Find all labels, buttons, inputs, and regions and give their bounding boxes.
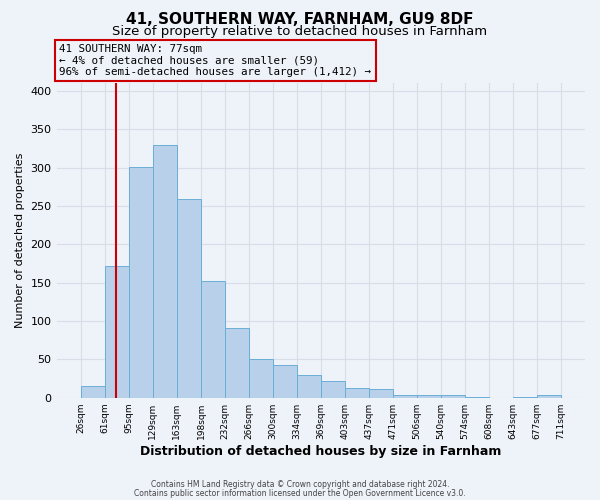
Bar bbox=[249, 360, 273, 398]
Bar bbox=[513, 397, 537, 398]
Bar bbox=[321, 381, 345, 398]
Bar bbox=[345, 388, 369, 398]
Bar bbox=[201, 281, 225, 398]
Bar bbox=[176, 199, 201, 398]
Bar bbox=[417, 394, 441, 398]
Bar bbox=[105, 266, 129, 398]
Bar bbox=[465, 397, 489, 398]
Text: 41 SOUTHERN WAY: 77sqm
← 4% of detached houses are smaller (59)
96% of semi-deta: 41 SOUTHERN WAY: 77sqm ← 4% of detached … bbox=[59, 44, 371, 77]
Bar bbox=[273, 364, 296, 398]
Text: 41, SOUTHERN WAY, FARNHAM, GU9 8DF: 41, SOUTHERN WAY, FARNHAM, GU9 8DF bbox=[126, 12, 474, 28]
Text: Contains public sector information licensed under the Open Government Licence v3: Contains public sector information licen… bbox=[134, 489, 466, 498]
Bar bbox=[153, 146, 176, 398]
X-axis label: Distribution of detached houses by size in Farnham: Distribution of detached houses by size … bbox=[140, 444, 502, 458]
Bar bbox=[537, 396, 561, 398]
Text: Contains HM Land Registry data © Crown copyright and database right 2024.: Contains HM Land Registry data © Crown c… bbox=[151, 480, 449, 489]
Bar bbox=[441, 394, 465, 398]
Bar bbox=[369, 390, 392, 398]
Y-axis label: Number of detached properties: Number of detached properties bbox=[15, 153, 25, 328]
Bar bbox=[392, 396, 417, 398]
Text: Size of property relative to detached houses in Farnham: Size of property relative to detached ho… bbox=[112, 25, 488, 38]
Bar bbox=[296, 376, 321, 398]
Bar bbox=[129, 167, 153, 398]
Bar bbox=[225, 328, 249, 398]
Bar bbox=[80, 386, 105, 398]
